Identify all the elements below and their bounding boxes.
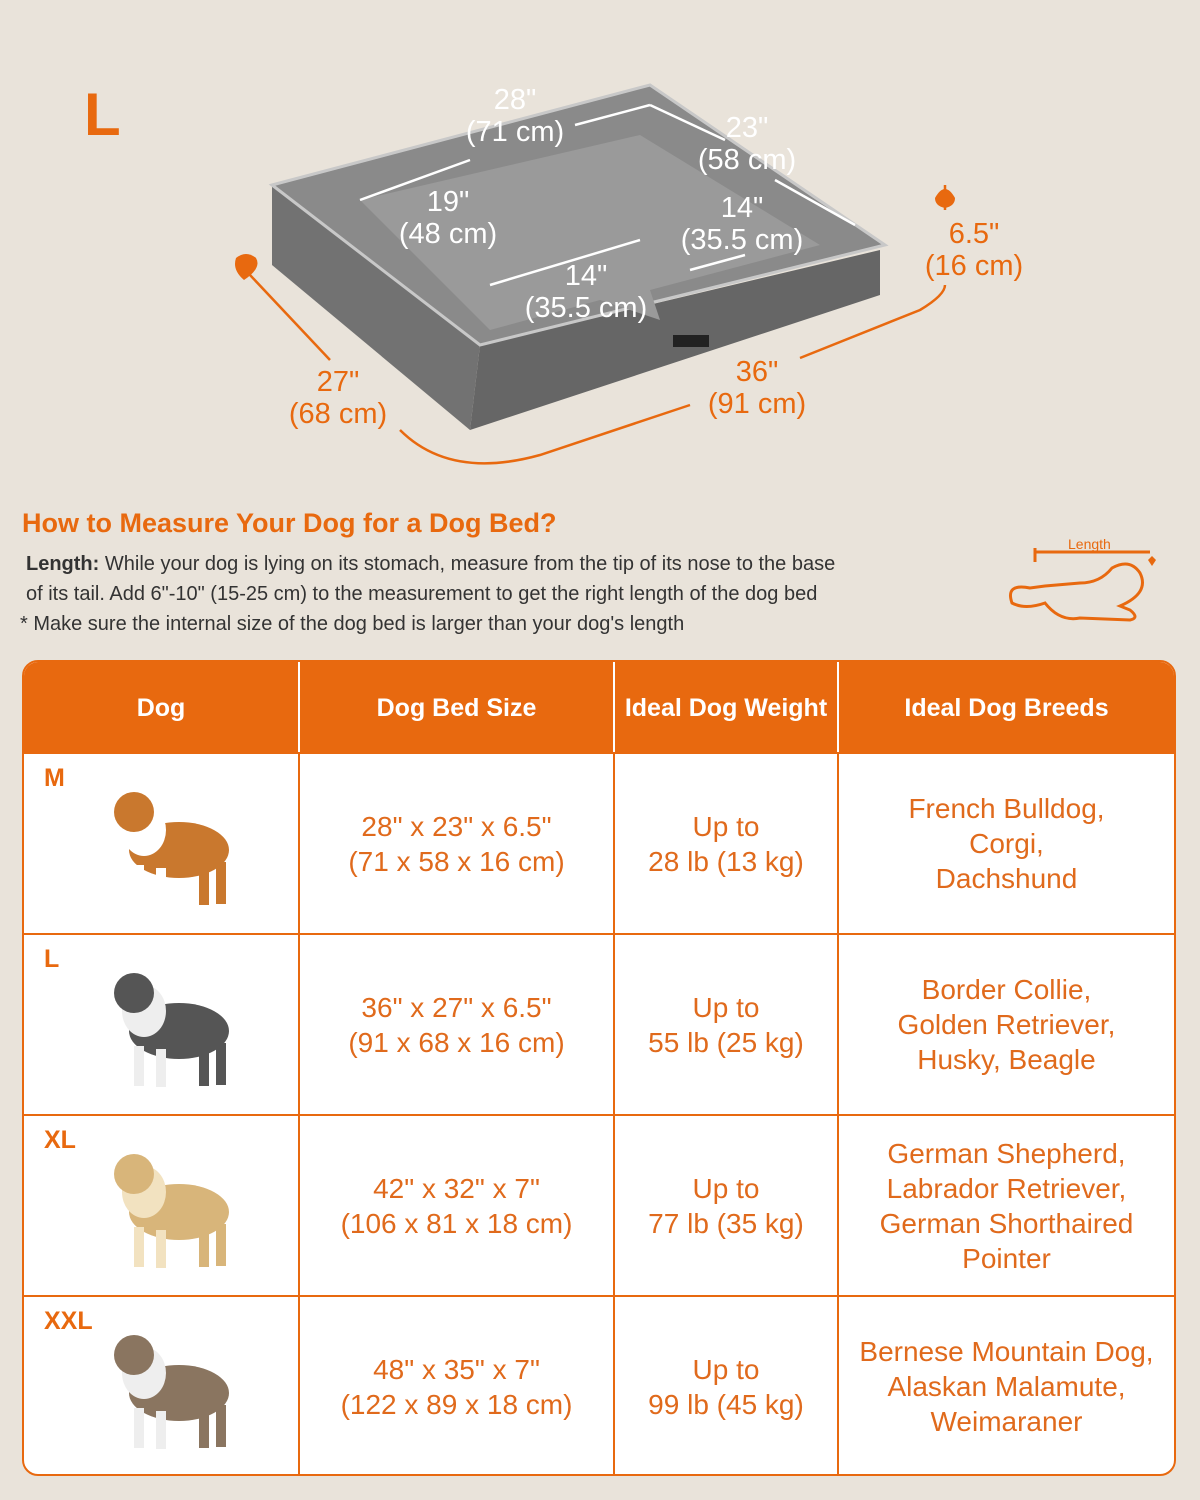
bed-line: 48" x 35" x 7" <box>373 1353 540 1385</box>
weight-cell: Up to 99 lb (45 kg) <box>615 1297 839 1474</box>
breeds-line: German Shepherd, <box>887 1137 1126 1169</box>
brand-tag <box>673 335 709 347</box>
breeds-cell: Bernese Mountain Dog, Alaskan Malamute, We… <box>839 1297 1174 1474</box>
header-dog: Dog <box>24 662 300 754</box>
measure-note: * Make sure the internal size of the dog… <box>20 613 685 635</box>
bed-line: 42" x 32" x 7" <box>373 1172 540 1204</box>
bed-line: (106 x 81 x 18 cm) <box>340 1207 573 1239</box>
dim-top-depth: 23" (58 cm) <box>697 112 797 176</box>
dog-cell: XL <box>24 1116 300 1295</box>
breeds-line: Golden Retriever, <box>897 1009 1116 1040</box>
header-bed-size: Dog Bed Size <box>300 662 615 754</box>
bed-line: (71 x 58 x 16 cm) <box>348 845 565 877</box>
weight-line: 55 lb (25 kg) <box>648 1026 804 1058</box>
bed-line: 36" x 27" x 6.5" <box>361 991 552 1023</box>
breeds-line: Husky, Beagle <box>917 1044 1096 1075</box>
measure-line-1-text: While your dog is lying on its stomach, … <box>104 553 836 575</box>
dog-cell: L <box>24 935 300 1114</box>
dim-length: 36" (91 cm) <box>707 356 807 420</box>
inner-dimension-lines <box>359 103 856 287</box>
size-label: XL <box>44 1126 76 1154</box>
dog-photo <box>114 792 229 906</box>
breeds-cell: German Shepherd, Labrador Retriever, Germa… <box>839 1116 1174 1295</box>
bed-side-left <box>272 185 480 430</box>
size-label: L <box>44 945 60 973</box>
header-weight: Ideal Dog Weight <box>615 662 839 754</box>
weight-line: Up to <box>692 1353 760 1385</box>
dim-right-inner: 14" (35.5 cm) <box>680 192 804 256</box>
dim-width: 27" (68 cm) <box>288 366 388 430</box>
dog-photo <box>114 973 229 1087</box>
dog-cell: XXL <box>24 1297 300 1474</box>
weight-line: 28 lb (13 kg) <box>648 845 804 877</box>
table-row: XXL 48" x 35" x 7" (122 x 89 x 18 cm) Up … <box>24 1295 1174 1474</box>
table-row: XL 42" x 32" x 7" (106 x 81 x 18 cm) Up t… <box>24 1114 1174 1295</box>
dim-top-length: 28" (71 cm) <box>465 84 565 148</box>
weight-cell: Up to 55 lb (25 kg) <box>615 935 839 1114</box>
heart-icon <box>235 254 258 280</box>
weight-line: Up to <box>692 991 760 1023</box>
size-chart-table: Dog Dog Bed Size Ideal Dog Weight Ideal … <box>22 660 1176 1476</box>
breeds-line: Alaskan Malamute, <box>887 1371 1126 1402</box>
dim-height: 6.5" (16 cm) <box>924 218 1024 282</box>
measure-line-1: Length: While your dog is lying on its s… <box>26 549 835 579</box>
bed-line: (122 x 89 x 18 cm) <box>340 1388 573 1420</box>
breeds-line: Weimaraner <box>930 1406 1083 1437</box>
table-row: L 36" x 27" x 6.5" (91 x 68 x 16 cm) Up t… <box>24 933 1174 1114</box>
bed-line: (91 x 68 x 16 cm) <box>348 1026 565 1058</box>
bed-size-cell: 28" x 23" x 6.5" (71 x 58 x 16 cm) <box>300 754 615 933</box>
breeds-cell: Border Collie, Golden Retriever, Husky, Be… <box>839 935 1174 1114</box>
weight-line: 99 lb (45 kg) <box>648 1388 804 1420</box>
dim-front-inner: 14" (35.5 cm) <box>524 260 648 324</box>
dog-cell: M <box>24 754 300 933</box>
table-row: M 28" x 23" x 6.5" (71 x 58 x 16 cm) Up t… <box>24 752 1174 933</box>
dim-left-bolster: 19" (48 cm) <box>398 186 498 250</box>
weight-line: 77 lb (35 kg) <box>648 1207 804 1239</box>
breeds-line: Dachshund <box>935 863 1078 894</box>
size-label: L <box>84 81 121 148</box>
bed-cushion <box>360 135 820 330</box>
weight-cell: Up to 77 lb (35 kg) <box>615 1116 839 1295</box>
bed-line: 28" x 23" x 6.5" <box>361 810 552 842</box>
size-label: M <box>44 764 65 792</box>
dog-length-icon <box>1009 548 1156 622</box>
measure-title: How to Measure Your Dog for a Dog Bed? <box>22 508 557 538</box>
weight-cell: Up to 28 lb (13 kg) <box>615 754 839 933</box>
breeds-line: Border Collie, <box>921 974 1092 1005</box>
dog-bed-illustration <box>235 83 955 465</box>
length-label: Length: <box>26 553 100 575</box>
dog-length-icon-label: Length <box>1068 536 1111 552</box>
breeds-line: German Shorthaired <box>879 1207 1134 1239</box>
dog-photo <box>114 1154 229 1268</box>
measure-line-2: of its tail. Add 6"-10" (15-25 cm) to th… <box>26 583 818 605</box>
breeds-cell: French Bulldog, Corgi, Dachshund <box>839 754 1174 933</box>
weight-line: Up to <box>692 1172 760 1204</box>
breeds-line: Labrador Retriever, <box>886 1172 1127 1204</box>
bed-size-cell: 42" x 32" x 7" (106 x 81 x 18 cm) <box>300 1116 615 1295</box>
breeds-line: French Bulldog, <box>908 793 1105 824</box>
dog-photo <box>114 1335 229 1449</box>
breeds-line: Bernese Mountain Dog, <box>859 1336 1154 1367</box>
weight-line: Up to <box>692 810 760 842</box>
bed-size-cell: 48" x 35" x 7" (122 x 89 x 18 cm) <box>300 1297 615 1474</box>
breeds-line: Corgi, <box>969 828 1044 859</box>
size-label: XXL <box>44 1307 93 1335</box>
table-header: Dog Dog Bed Size Ideal Dog Weight Ideal … <box>24 662 1174 754</box>
breeds-line: Pointer <box>962 1242 1051 1274</box>
bed-size-cell: 36" x 27" x 6.5" (91 x 68 x 16 cm) <box>300 935 615 1114</box>
header-breeds: Ideal Dog Breeds <box>904 693 1109 722</box>
heart-icon-2 <box>935 189 955 208</box>
